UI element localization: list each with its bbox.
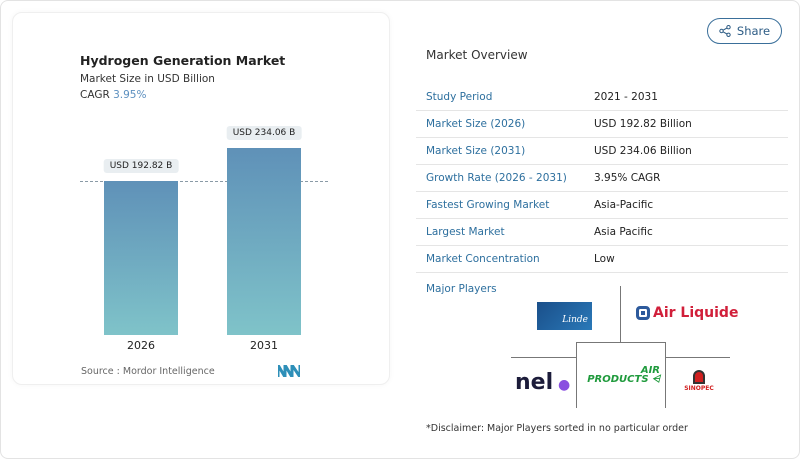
row-label: Largest Market	[426, 226, 505, 238]
divider	[665, 357, 730, 358]
cagr-label: CAGR	[80, 89, 110, 101]
player-box	[576, 342, 666, 408]
chart-card	[12, 12, 390, 385]
share-label: Share	[736, 24, 771, 38]
share-icon	[719, 25, 731, 37]
reference-line	[80, 180, 328, 182]
chart-title: Hydrogen Generation Market	[80, 53, 286, 68]
divider	[511, 357, 576, 358]
row-label: Market Concentration	[426, 253, 540, 265]
overview-row: Market Size (2026) USD 192.82 Billion	[416, 111, 788, 138]
divider	[620, 286, 621, 342]
row-label: Market Size (2031)	[426, 145, 526, 157]
overview-title: Market Overview	[426, 48, 528, 62]
sinopec-logo: SINOPEC	[682, 370, 716, 392]
disclaimer: *Disclaimer: Major Players sorted in no …	[426, 423, 688, 434]
row-value: 3.95% CAGR	[594, 172, 661, 184]
row-label: Growth Rate (2026 - 2031)	[426, 172, 567, 184]
bar-2031	[227, 148, 301, 335]
air-liquide-logo: Air Liquide	[636, 305, 738, 321]
row-label: Study Period	[426, 91, 493, 103]
row-value: USD 234.06 Billion	[594, 145, 692, 157]
chart-subtitle: Market Size in USD Billion	[80, 73, 215, 85]
overview-row: Fastest Growing Market Asia-Pacific	[416, 192, 788, 219]
data-label: USD 234.06 B	[226, 126, 302, 140]
overview-row: Market Size (2031) USD 234.06 Billion	[416, 138, 788, 165]
row-value: Low	[594, 253, 615, 265]
mordor-logo-icon	[278, 365, 300, 377]
major-players-title: Major Players	[426, 283, 497, 295]
overview-row: Study Period 2021 - 2031	[416, 84, 788, 111]
overview-row: Market Concentration Low	[416, 246, 788, 273]
linde-logo: Linde	[537, 302, 592, 330]
share-button[interactable]: Share	[707, 18, 782, 44]
x-tick-label: 2031	[250, 339, 278, 352]
row-value: Asia Pacific	[594, 226, 653, 238]
x-tick-label: 2026	[127, 339, 155, 352]
row-label: Market Size (2026)	[426, 118, 526, 130]
cagr: CAGR 3.95%	[80, 89, 146, 101]
row-value: Asia-Pacific	[594, 199, 654, 211]
row-value: USD 192.82 Billion	[594, 118, 692, 130]
overview-row: Growth Rate (2026 - 2031) 3.95% CAGR	[416, 165, 788, 192]
row-value: 2021 - 2031	[594, 91, 658, 103]
air-products-logo: AIR PRODUCTS ⩤	[587, 365, 660, 385]
nel-logo: nel ●	[515, 370, 571, 395]
data-label: USD 192.82 B	[103, 158, 179, 173]
overview-row: Largest Market Asia Pacific	[416, 219, 788, 246]
bar-2026	[104, 180, 178, 335]
row-label: Fastest Growing Market	[426, 199, 550, 211]
source-text: Source : Mordor Intelligence	[81, 366, 215, 377]
cagr-value: 3.95%	[113, 89, 147, 101]
